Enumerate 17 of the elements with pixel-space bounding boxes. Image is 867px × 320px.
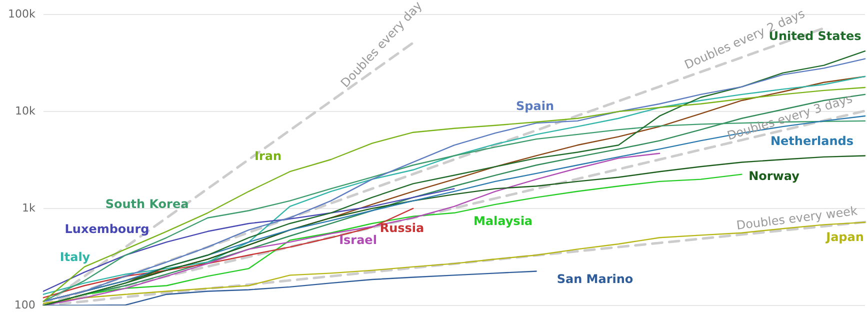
y-tick-label: 1k xyxy=(22,201,36,214)
series-label: Japan xyxy=(825,230,864,244)
series-label: Iran xyxy=(254,149,282,164)
y-tick-label: 10k xyxy=(14,104,36,118)
series-label: Russia xyxy=(380,221,424,236)
y-tick-label: 100 xyxy=(14,298,36,312)
series-label: San Marino xyxy=(556,272,634,286)
series-label: Norway xyxy=(748,169,800,184)
series-label: Malaysia xyxy=(473,214,533,228)
series-label: Spain xyxy=(516,99,554,114)
series-label: Israel xyxy=(339,233,377,248)
series-label: Italy xyxy=(60,250,90,264)
series-label: South Korea xyxy=(105,197,189,212)
text: Doubles every week xyxy=(736,204,858,232)
series-label: United States xyxy=(768,29,862,44)
series-label: Luxembourg xyxy=(64,222,150,236)
y-tick-label: 100k xyxy=(8,7,36,20)
